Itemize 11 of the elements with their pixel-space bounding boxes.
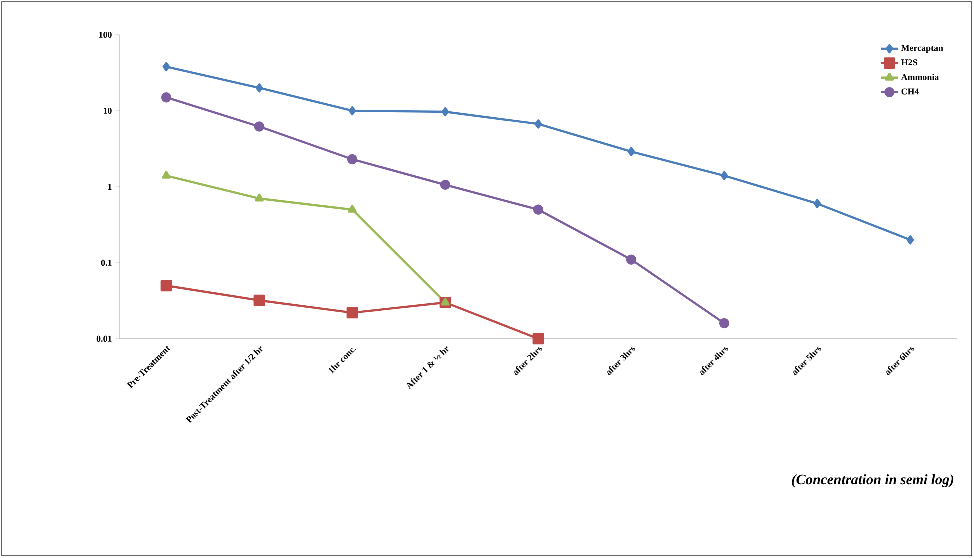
y-tick-label: 100	[100, 32, 112, 38]
legend-label: Ammonia	[901, 74, 940, 80]
legend-label: Mercaptan	[901, 45, 944, 54]
y-tick-label: 10	[104, 108, 112, 114]
legend-label: CH4	[902, 88, 920, 95]
legend-label: H2S	[901, 60, 918, 66]
text: (Concentration in semi log)	[792, 474, 954, 488]
x-tick-label: 1hr conc.	[328, 348, 356, 374]
y-tick-label: 0.1	[101, 260, 112, 266]
y-tick-label: 0.01	[96, 336, 112, 342]
y-tick-label: 1	[108, 184, 112, 190]
